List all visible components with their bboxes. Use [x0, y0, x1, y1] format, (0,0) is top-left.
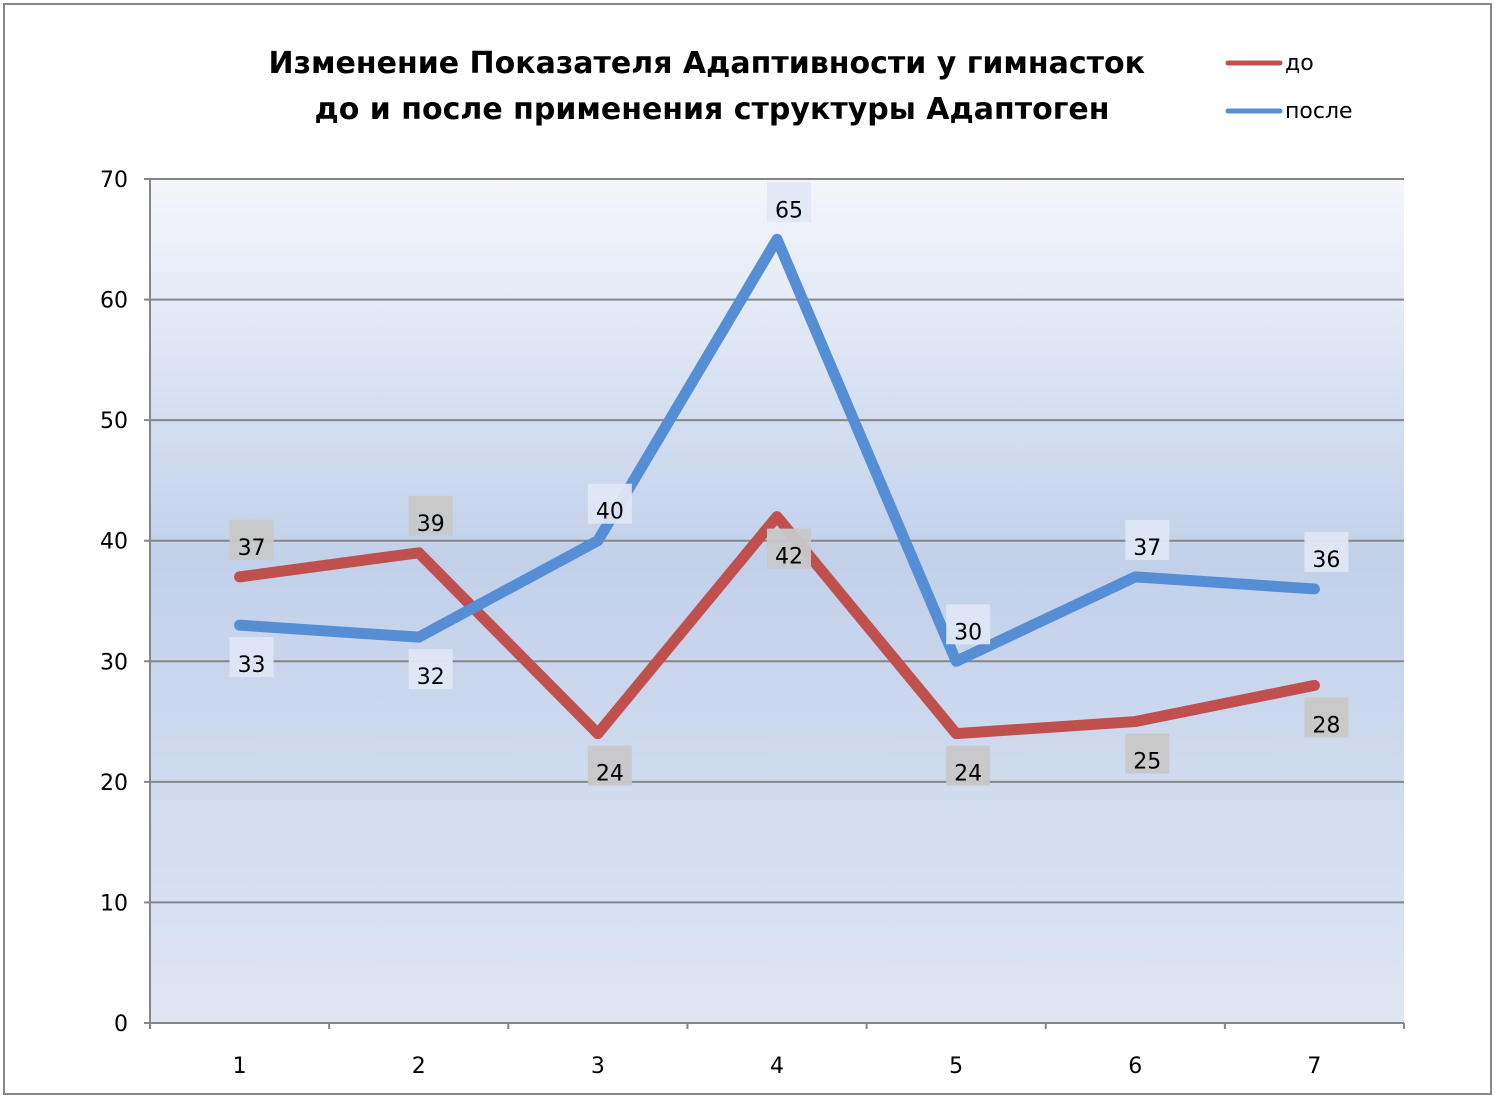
x-tick-label: 7	[1307, 1054, 1321, 1079]
data-label: 36	[1312, 548, 1340, 573]
x-tick-label: 3	[591, 1054, 605, 1079]
data-label: 65	[775, 198, 803, 223]
y-tick-label: 60	[100, 289, 128, 314]
y-tick-label: 50	[100, 409, 128, 434]
data-label: 42	[775, 545, 803, 570]
data-label: 25	[1133, 750, 1161, 775]
y-tick-label: 70	[100, 168, 128, 193]
data-label: 40	[596, 500, 624, 525]
series-line-posle	[234, 233, 1320, 667]
data-label-box	[408, 495, 453, 536]
x-tick-label: 1	[233, 1054, 247, 1079]
data-label: 28	[1312, 713, 1340, 738]
data-label: 24	[954, 762, 982, 787]
data-label: 37	[1133, 536, 1161, 561]
plot-area	[150, 179, 1404, 1023]
data-label: 33	[238, 653, 266, 678]
data-labels: 37 39 24 42 24 25 28 33 32 40 65 30 37 36	[229, 182, 1349, 787]
data-label-box	[587, 483, 632, 524]
data-label-box	[229, 637, 274, 678]
data-label-box	[1125, 733, 1170, 774]
series-lines	[234, 233, 1320, 740]
data-label-box	[767, 528, 811, 569]
y-tick-label: 10	[100, 891, 128, 916]
legend: до после	[1225, 51, 1353, 124]
data-label-box	[587, 745, 632, 786]
y-tick-label: 30	[100, 650, 128, 675]
data-label-box	[229, 519, 274, 560]
data-label: 32	[417, 665, 445, 690]
legend-label-posle: после	[1285, 99, 1353, 124]
legend-label-do: до	[1285, 51, 1314, 76]
data-label-box	[946, 745, 991, 786]
data-label-box	[1125, 519, 1170, 560]
data-label: 39	[417, 512, 445, 537]
data-label-box	[1304, 531, 1349, 572]
chart-title-line-2: до и после применения структуры Адаптоге…	[315, 92, 1110, 127]
axes: 0 10 20 30 40 50 60 70 1 2 3 4 5 6 7	[100, 168, 1405, 1079]
data-label-box	[946, 604, 991, 645]
data-label: 37	[238, 536, 266, 561]
data-label-box	[408, 649, 453, 690]
data-label-box	[1304, 697, 1349, 738]
data-label-box	[767, 182, 811, 223]
x-tick-label: 6	[1128, 1054, 1142, 1079]
x-tick-label: 4	[770, 1054, 784, 1079]
series-line-do	[234, 511, 1320, 740]
y-tick-label: 20	[100, 771, 128, 796]
x-tick-label: 5	[949, 1054, 963, 1079]
y-tick-label: 0	[114, 1012, 128, 1037]
chart-title-line-1: Изменение Показателя Адаптивности у гимн…	[268, 46, 1145, 81]
data-label: 30	[954, 620, 982, 645]
data-label: 24	[596, 762, 624, 787]
chart-title: Изменение Показателя Адаптивности у гимн…	[268, 46, 1155, 127]
y-tick-label: 40	[100, 530, 128, 555]
x-tick-label: 2	[412, 1054, 426, 1079]
